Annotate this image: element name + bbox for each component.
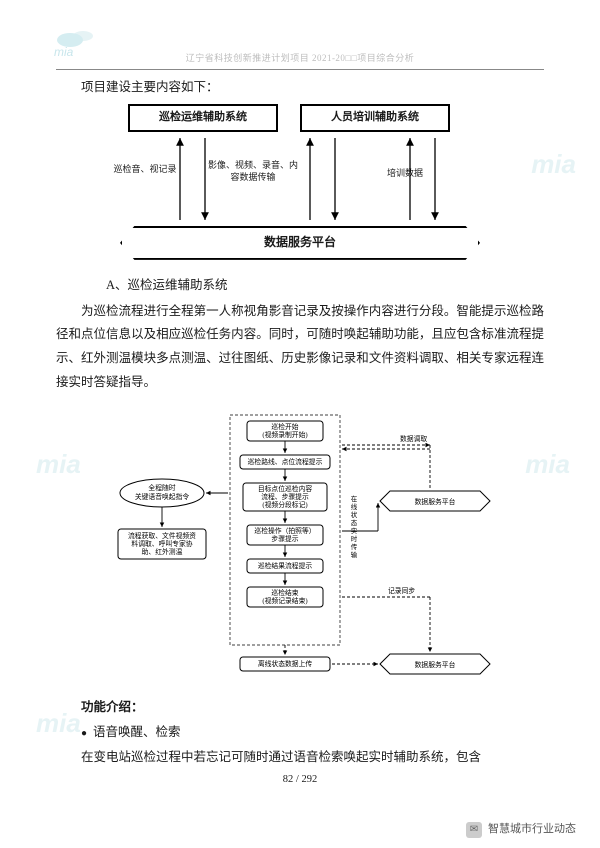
svg-text:态: 态 — [351, 518, 358, 527]
wechat-icon: ✉ — [466, 822, 482, 838]
page-number: 82 / 292 — [56, 770, 544, 790]
document-page: mia mia mia mia mia 辽宁省科技创新推进计划项目 2021-2… — [0, 0, 600, 848]
intro-line: 项目建设主要内容如下： — [56, 76, 544, 100]
svg-text:巡检结果流程提示: 巡检结果流程提示 — [258, 561, 313, 570]
footer-text: 智慧城市行业动态 — [488, 819, 576, 840]
svg-text:mia: mia — [54, 45, 74, 59]
platform-hexagon: 数据服务平台 — [120, 226, 480, 260]
svg-text:料调取、呼叫专家协: 料调取、呼叫专家协 — [131, 539, 192, 548]
svg-text:关键语音唤起指令: 关键语音唤起指令 — [135, 492, 190, 501]
svg-text:数据服务平台: 数据服务平台 — [415, 660, 456, 669]
watermark: mia — [531, 140, 576, 189]
svg-text:(视频分段标记): (视频分段标记) — [262, 500, 307, 509]
svg-text:离线状态数据上传: 离线状态数据上传 — [258, 659, 313, 668]
page-header: 辽宁省科技创新推进计划项目 2021-20□□项目综合分析 — [56, 50, 544, 70]
svg-text:实: 实 — [351, 526, 358, 535]
svg-text:(视频记录结束): (视频记录结束) — [262, 596, 307, 605]
svg-text:巡检开始: 巡检开始 — [271, 422, 298, 431]
svg-text:传: 传 — [351, 542, 358, 551]
svg-text:步骤提示: 步骤提示 — [271, 534, 298, 543]
svg-text:线: 线 — [351, 502, 358, 511]
bullet-voice: ● 语音唤醒、检索 — [56, 721, 544, 745]
footer-source: ✉ 智慧城市行业动态 — [466, 819, 576, 840]
section-a-heading: A、巡检运维辅助系统 — [56, 274, 544, 298]
mia-logo-watermark: mia — [48, 30, 98, 60]
svg-text:在: 在 — [351, 494, 358, 503]
function-intro-heading: 功能介绍： — [56, 696, 544, 720]
svg-text:巡检路线、点位流程提示: 巡检路线、点位流程提示 — [248, 457, 323, 466]
bullet-text: 语音唤醒、检索 — [93, 725, 181, 739]
svg-text:全程随时: 全程随时 — [148, 483, 175, 492]
svg-text:输: 输 — [351, 550, 358, 559]
watermark: mia — [525, 440, 570, 489]
bullet-icon: ● — [81, 728, 87, 739]
svg-text:流程、步骤提示: 流程、步骤提示 — [261, 492, 309, 501]
architecture-diagram: 巡检运维辅助系统 人员培训辅助系统 巡检音、视记录 影像、视频、录音、内容数据传… — [110, 104, 490, 264]
svg-text:时: 时 — [351, 534, 358, 543]
svg-text:(视频录制开始): (视频录制开始) — [262, 430, 307, 439]
svg-text:状: 状 — [351, 510, 358, 519]
svg-text:助、红外测温: 助、红外测温 — [142, 547, 183, 556]
svg-text:流程获取、文件视频资: 流程获取、文件视频资 — [128, 531, 196, 540]
svg-text:记录同步: 记录同步 — [388, 587, 415, 595]
svg-text:数据服务平台: 数据服务平台 — [415, 497, 456, 506]
svg-text:数据调取: 数据调取 — [400, 434, 427, 443]
para-voice: 在变电站巡检过程中若忘记可随时通过语音检索唤起实时辅助系统，包含 — [56, 746, 544, 770]
svg-text:巡检结束: 巡检结束 — [271, 588, 298, 597]
watermark: mia — [36, 440, 81, 489]
svg-text:目标点位巡检内容: 目标点位巡检内容 — [258, 484, 313, 493]
process-flowchart: 巡检开始(视频录制开始) 巡检路线、点位流程提示 目标点位巡检内容流程、步骤提示… — [100, 413, 500, 678]
svg-text:巡检操作（拍照等）: 巡检操作（拍照等） — [254, 526, 315, 535]
section-a-paragraph: 为巡检流程进行全程第一人称视角影音记录及按操作内容进行分段。智能提示巡检路径和点… — [56, 300, 544, 395]
